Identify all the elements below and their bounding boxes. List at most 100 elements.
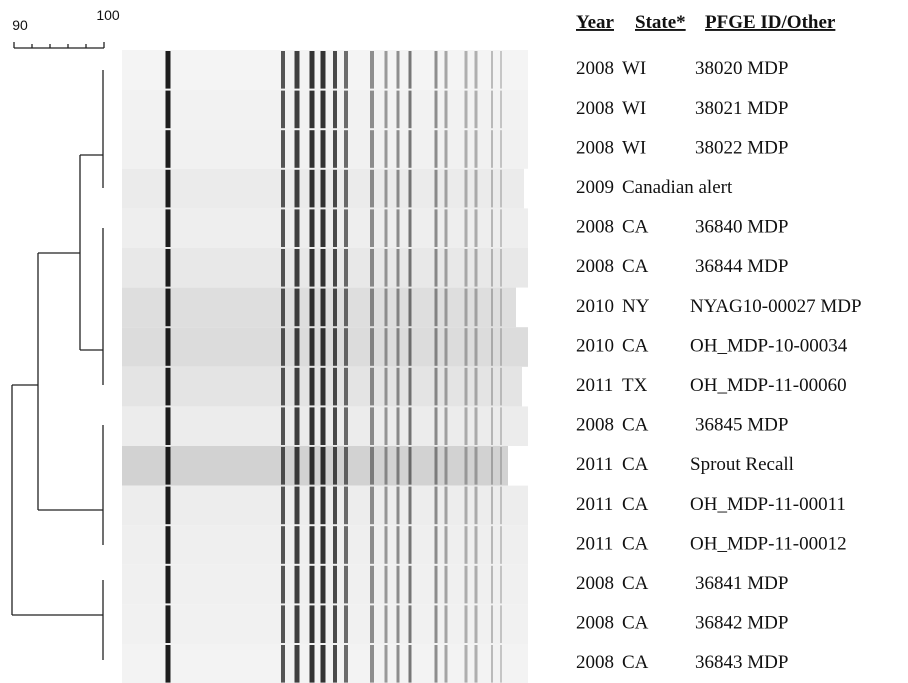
- band: [281, 605, 285, 643]
- band: [321, 526, 326, 564]
- band: [385, 91, 388, 129]
- band: [475, 249, 478, 287]
- band: [281, 170, 285, 208]
- band: [409, 328, 412, 366]
- band: [397, 209, 400, 247]
- band: [445, 645, 448, 683]
- band: [491, 487, 493, 525]
- band: [166, 368, 171, 406]
- band: [500, 170, 502, 208]
- band: [333, 289, 337, 327]
- row-year: 2011: [576, 454, 613, 475]
- band: [310, 645, 315, 683]
- band: [344, 170, 348, 208]
- band: [333, 407, 337, 445]
- band: [295, 526, 300, 564]
- band: [333, 91, 337, 129]
- band: [370, 407, 374, 445]
- band: [491, 249, 493, 287]
- band: [166, 249, 171, 287]
- band: [445, 328, 448, 366]
- band: [166, 170, 171, 208]
- band: [166, 328, 171, 366]
- band: [344, 130, 348, 168]
- band: [445, 51, 448, 89]
- band: [475, 170, 478, 208]
- band: [500, 51, 502, 89]
- row-year: 2011: [576, 375, 613, 396]
- row-state: CA: [622, 494, 649, 515]
- band: [435, 645, 438, 683]
- band: [475, 605, 478, 643]
- band: [465, 130, 468, 168]
- band: [295, 368, 300, 406]
- band: [465, 368, 468, 406]
- band: [409, 447, 412, 485]
- band: [465, 605, 468, 643]
- band: [321, 645, 326, 683]
- band: [475, 526, 478, 564]
- band: [310, 130, 315, 168]
- band: [397, 170, 400, 208]
- row-state: CA: [622, 533, 649, 554]
- band: [385, 289, 388, 327]
- band: [333, 368, 337, 406]
- band: [409, 170, 412, 208]
- band: [500, 249, 502, 287]
- band: [370, 170, 374, 208]
- band: [370, 566, 374, 604]
- band: [370, 130, 374, 168]
- scale-min: 90: [12, 17, 28, 33]
- header-id: PFGE ID/Other: [705, 12, 836, 33]
- band: [397, 526, 400, 564]
- band: [321, 407, 326, 445]
- band: [397, 605, 400, 643]
- band: [295, 91, 300, 129]
- band: [445, 447, 448, 485]
- band: [397, 407, 400, 445]
- band: [321, 289, 326, 327]
- band: [475, 289, 478, 327]
- lane: [122, 446, 508, 486]
- band: [333, 447, 337, 485]
- band: [465, 170, 468, 208]
- band: [344, 249, 348, 287]
- band: [281, 447, 285, 485]
- header-year: Year: [576, 12, 615, 33]
- row-year: 2008: [576, 98, 614, 119]
- band: [370, 289, 374, 327]
- band: [321, 447, 326, 485]
- band: [397, 328, 400, 366]
- band: [295, 328, 300, 366]
- row-id: 36840 MDP: [695, 217, 788, 238]
- band: [370, 605, 374, 643]
- band: [333, 209, 337, 247]
- band: [295, 605, 300, 643]
- band: [435, 170, 438, 208]
- band: [166, 487, 171, 525]
- band: [435, 209, 438, 247]
- band: [500, 407, 502, 445]
- band: [475, 487, 478, 525]
- band: [295, 566, 300, 604]
- band: [344, 566, 348, 604]
- band: [344, 487, 348, 525]
- band: [385, 645, 388, 683]
- band: [491, 91, 493, 129]
- band: [435, 289, 438, 327]
- row-id: Sprout Recall: [690, 454, 794, 475]
- row-year: 2008: [576, 137, 614, 158]
- band: [397, 289, 400, 327]
- band: [475, 407, 478, 445]
- band: [445, 249, 448, 287]
- band: [166, 447, 171, 485]
- row-year: 2008: [576, 573, 614, 594]
- band: [500, 368, 502, 406]
- band: [281, 51, 285, 89]
- band: [445, 487, 448, 525]
- band: [321, 209, 326, 247]
- band: [281, 130, 285, 168]
- band: [445, 91, 448, 129]
- band: [409, 645, 412, 683]
- band: [370, 51, 374, 89]
